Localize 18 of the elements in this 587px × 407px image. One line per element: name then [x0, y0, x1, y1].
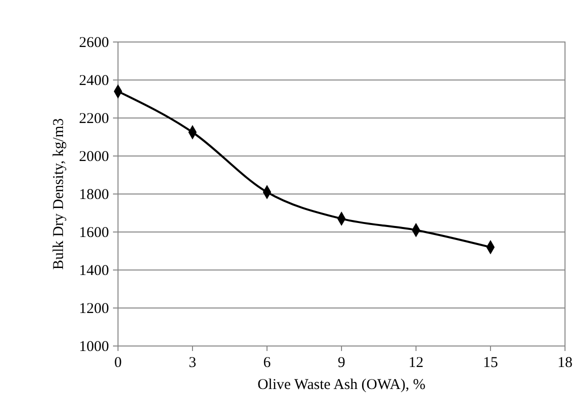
- y-tick-label: 1800: [79, 187, 109, 203]
- x-tick-label: 15: [483, 355, 498, 371]
- x-tick-label: 18: [558, 355, 572, 371]
- y-tick-label: 1400: [79, 263, 109, 279]
- x-tick-label: 12: [408, 355, 424, 371]
- x-tick-label: 6: [263, 355, 272, 371]
- y-tick-label: 1000: [79, 339, 109, 355]
- y-tick-label: 2200: [79, 111, 109, 127]
- y-tick-label: 1200: [79, 301, 109, 317]
- x-tick-label: 0: [114, 355, 122, 371]
- y-tick-label: 1600: [79, 225, 109, 241]
- x-tick-label: 9: [338, 355, 346, 371]
- x-tick-label: 3: [188, 355, 196, 371]
- y-tick-label: 2000: [79, 149, 109, 165]
- y-tick-label: 2600: [79, 35, 109, 51]
- y-axis-title: Bulk Dry Density, kg/m3: [51, 118, 67, 270]
- x-axis-title: Olive Waste Ash (OWA), %: [257, 377, 426, 393]
- y-tick-label: 2400: [79, 73, 109, 89]
